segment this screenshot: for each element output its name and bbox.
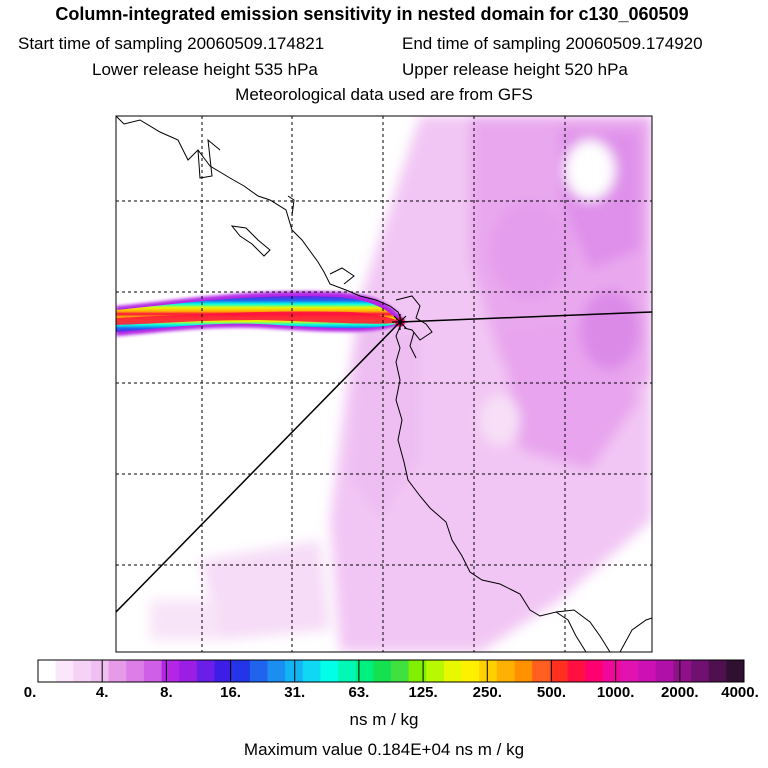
release-point-marker [392, 314, 408, 330]
colorbar-swatch [126, 660, 145, 682]
upper-release-label: Upper release height 520 hPa [402, 60, 628, 79]
colorbar-swatch [73, 660, 92, 682]
colorbar-swatch [691, 660, 709, 682]
colorbar-swatch [602, 660, 621, 682]
colorbar-outline [37, 659, 745, 683]
colorbar-tick-label: 1000. [596, 684, 635, 701]
colorbar-swatch [514, 660, 533, 682]
colorbar [37, 659, 745, 683]
colorbar-swatch [232, 660, 251, 682]
colorbar-swatch [708, 660, 727, 682]
colorbar-swatch [267, 660, 286, 682]
colorbar-tick-label: 16. [220, 684, 241, 701]
colorbar-swatch [391, 660, 409, 682]
colorbar-swatch [726, 660, 745, 682]
colorbar-swatch [161, 660, 180, 682]
coastline [116, 116, 652, 652]
colorbar-swatch [214, 660, 233, 682]
colorbar-swatch [655, 660, 674, 682]
colorbar-tick-label: 250. [472, 684, 502, 701]
colorbar-tick-label: 500. [536, 684, 567, 701]
colorbar-swatch [443, 660, 462, 682]
colorbar-swatch [302, 660, 321, 682]
colorbar-swatch [179, 660, 198, 682]
lat-lon-grid [116, 116, 652, 652]
meteorology-label: Meteorological data used are from GFS [235, 85, 533, 104]
colorbar-swatch [620, 660, 639, 682]
colorbar-swatch [673, 660, 692, 682]
colorbar-swatch [90, 660, 109, 682]
colorbar-swatch [496, 660, 515, 682]
map-area [116, 116, 652, 652]
colorbar-swatch [567, 660, 586, 682]
lower-release-label: Lower release height 535 hPa [92, 60, 318, 79]
colorbar-swatch [532, 660, 551, 682]
colorbar-tick-label: 63. [348, 684, 370, 701]
colorbar-swatch [108, 660, 127, 682]
colorbar-tick-label: 4. [95, 684, 109, 701]
colorbar-swatch [38, 660, 56, 682]
colorbar-swatch [249, 660, 268, 682]
colorbar-swatch [638, 660, 657, 682]
colorbar-units: ns m / kg [349, 710, 419, 729]
colorbar-tick-label: 0. [23, 684, 37, 701]
map-frame [115, 115, 653, 653]
start-time-label: Start time of sampling 20060509.174821 [18, 34, 325, 53]
flight-track [116, 311, 652, 613]
colorbar-swatch [320, 660, 339, 682]
colorbar-tick-label: 2000. [661, 684, 699, 701]
colorbar-swatch [426, 660, 445, 682]
end-time-label: End time of sampling 20060509.174920 [402, 34, 703, 53]
colorbar-swatch [461, 660, 480, 682]
colorbar-swatch [285, 660, 304, 682]
colorbar-swatch [585, 660, 604, 682]
colorbar-swatch [479, 660, 498, 682]
colorbar-swatch [338, 660, 356, 682]
plot-title: Column-integrated emission sensitivity i… [55, 4, 689, 24]
colorbar-swatch [143, 660, 162, 682]
colorbar-tick-label: 4000. [721, 684, 759, 701]
colorbar-swatch [549, 660, 568, 682]
colorbar-tick-label: 31. [284, 684, 306, 701]
colorbar-swatch [55, 660, 74, 682]
colorbar-swatch [355, 660, 374, 682]
colorbar-swatch [373, 660, 392, 682]
emission-plume [116, 291, 405, 336]
colorbar-tick-label: 8. [160, 684, 173, 701]
colorbar-tick-label: 125. [408, 684, 438, 701]
colorbar-swatch [196, 660, 215, 682]
maximum-value-label: Maximum value 0.184E+04 ns m / kg [243, 740, 525, 759]
colorbar-swatch [408, 660, 427, 682]
